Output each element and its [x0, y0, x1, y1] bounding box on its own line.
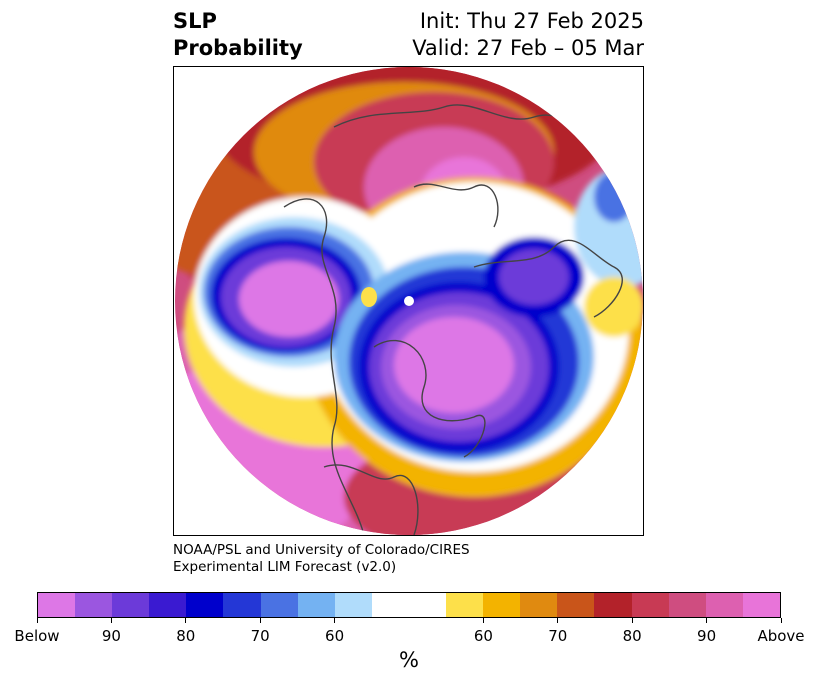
colorbar-tick-label: 80: [622, 627, 642, 645]
colorbar-tick: [706, 618, 708, 623]
colorbar-segment: [742, 593, 780, 617]
colorbar-tick: [631, 618, 633, 623]
colorbar-segment: [38, 593, 76, 617]
colorbar-tick: [259, 618, 261, 623]
colorbar-tick-label: 60: [473, 627, 493, 645]
colorbar-tick-label: Below: [14, 627, 60, 645]
colorbar-tick-label: Above: [757, 627, 805, 645]
colorbar-segment: [149, 593, 187, 617]
credit-line-2: Experimental LIM Forecast (v2.0): [173, 559, 397, 575]
colorbar-segment: [371, 593, 409, 617]
colorbar-segment: [186, 593, 224, 617]
colorbar-tick-label: 80: [176, 627, 196, 645]
credit-line-1: NOAA/PSL and University of Colorado/CIRE…: [173, 542, 470, 558]
credit-text: NOAA/PSL and University of Colorado/CIRE…: [173, 542, 470, 576]
init-date: Init: Thu 27 Feb 2025: [419, 9, 644, 33]
colorbar-tick: [334, 618, 336, 623]
colorbar-tick: [185, 618, 187, 623]
colorbar-tick-label: 90: [697, 627, 717, 645]
title-variable: SLP: [173, 9, 217, 33]
colorbar: [37, 592, 781, 618]
colorbar-segment: [557, 593, 595, 617]
colorbar-tick: [780, 618, 782, 623]
colorbar-tick-label: 90: [101, 627, 121, 645]
probability-map: [175, 67, 643, 535]
colorbar-tick-label: 70: [548, 627, 568, 645]
colorbar-segment: [112, 593, 150, 617]
coastlines: [283, 104, 623, 535]
colorbar-segment: [75, 593, 113, 617]
colorbar-segment: [520, 593, 558, 617]
valid-range: Valid: 27 Feb – 05 Mar: [412, 36, 644, 60]
colorbar-segment: [631, 593, 669, 617]
colorbar-segment: [483, 593, 521, 617]
forecast-field: [175, 67, 643, 535]
colorbar-segment: [408, 593, 447, 617]
colorbar-segment: [297, 593, 335, 617]
map-title-left: SLP Probability: [173, 8, 303, 62]
colorbar-tick: [482, 618, 484, 623]
colorbar-tick-label: 60: [325, 627, 345, 645]
colorbar-segment: [705, 593, 743, 617]
colorbar-tick-label: 70: [250, 627, 270, 645]
title-quantity: Probability: [173, 36, 303, 60]
colorbar-segment: [223, 593, 261, 617]
colorbar-tick: [110, 618, 112, 623]
colorbar-tick: [557, 618, 559, 623]
colorbar-segment: [594, 593, 632, 617]
colorbar-segment: [446, 593, 484, 617]
colorbar-unit: %: [399, 648, 419, 672]
map-panel: [173, 66, 644, 536]
map-title-right: Init: Thu 27 Feb 2025 Valid: 27 Feb – 05…: [412, 8, 644, 62]
colorbar-segment: [334, 593, 372, 617]
colorbar-tick: [36, 618, 38, 623]
colorbar-segment: [260, 593, 298, 617]
colorbar-segment: [668, 593, 706, 617]
